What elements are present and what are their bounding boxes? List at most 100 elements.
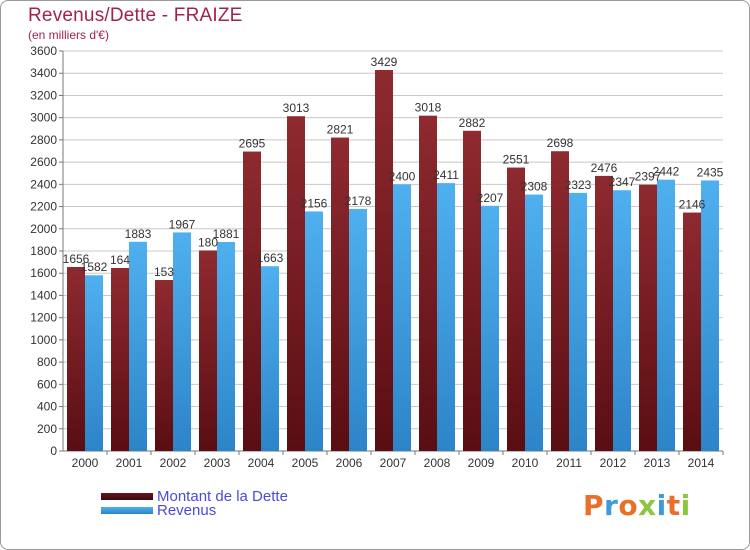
- x-tick-label: 2001: [116, 456, 143, 470]
- bar-debt: [595, 175, 613, 451]
- data-label-debt: 3018: [415, 101, 442, 115]
- x-tick-label: 2002: [160, 456, 187, 470]
- y-tick-label: 2400: [30, 177, 57, 191]
- bar-debt: [639, 184, 657, 451]
- y-tick-label: 0: [50, 444, 57, 458]
- x-tick-label: 2006: [336, 456, 363, 470]
- x-tick-label: 2004: [248, 456, 275, 470]
- data-label-revenue: 2347: [609, 175, 636, 189]
- y-tick-label: 3600: [30, 44, 57, 58]
- data-label-revenue: 2207: [477, 191, 504, 205]
- bar-revenue: [173, 232, 191, 451]
- logo-letter: t: [666, 489, 681, 522]
- legend-swatch-revenue: [101, 506, 153, 514]
- bar-debt: [419, 115, 437, 452]
- bar-debt: [375, 70, 393, 451]
- bar-debt: [463, 130, 481, 451]
- y-tick-label: 1400: [30, 288, 57, 302]
- x-tick-label: 2009: [468, 456, 495, 470]
- y-tick-label: 600: [37, 377, 57, 391]
- data-label-debt: 2821: [327, 123, 354, 137]
- logo-letter: x: [638, 489, 657, 522]
- data-label-debt: 2695: [239, 137, 266, 151]
- data-label-revenue: 2411: [433, 168, 459, 182]
- y-tick-label: 3000: [30, 111, 57, 125]
- data-label-debt: 2551: [503, 153, 530, 167]
- x-tick-label: 2013: [644, 456, 671, 470]
- data-label-revenue: 1881: [213, 227, 240, 241]
- logo-letter: r: [604, 489, 619, 522]
- logo-letter: i: [680, 489, 691, 522]
- data-label-debt: 2882: [459, 116, 486, 130]
- legend-label-revenue: Revenus: [157, 501, 217, 519]
- chart-title: Revenus/Dette - FRAIZE: [28, 5, 243, 26]
- y-tick-label: 1800: [30, 244, 57, 258]
- bar-revenue: [349, 209, 367, 451]
- data-label-debt: 2146: [679, 198, 706, 212]
- data-label-revenue: 2442: [653, 165, 680, 179]
- x-tick-label: 2000: [72, 456, 99, 470]
- logo-letter: o: [618, 489, 639, 522]
- bar-revenue: [657, 179, 675, 451]
- y-tick-label: 2000: [30, 222, 57, 236]
- bar-revenue: [613, 190, 631, 451]
- bar-revenue: [437, 183, 455, 451]
- x-tick-label: 2012: [600, 456, 627, 470]
- data-label-debt: 164: [110, 253, 130, 267]
- data-label-revenue: 2178: [345, 194, 372, 208]
- bar-debt: [507, 167, 525, 452]
- x-tick-label: 2010: [512, 456, 539, 470]
- y-tick-label: 800: [37, 355, 57, 369]
- bar-revenue: [217, 242, 235, 451]
- data-label-debt: 3429: [371, 55, 398, 69]
- x-tick-label: 2008: [424, 456, 451, 470]
- y-tick-label: 200: [37, 422, 57, 436]
- bar-debt: [111, 268, 129, 451]
- data-label-revenue: 1967: [169, 217, 196, 231]
- chart-subtitle: (en milliers d'€): [28, 28, 109, 42]
- data-label-debt: 1656: [63, 252, 90, 266]
- y-tick-label: 1200: [30, 311, 57, 325]
- y-tick-label: 3200: [30, 88, 57, 102]
- bar-debt: [683, 212, 701, 451]
- bar-revenue: [569, 192, 587, 451]
- logo-letter: i: [656, 489, 667, 522]
- data-label-revenue: 1883: [125, 227, 152, 241]
- legend-item-revenue: Revenus: [101, 501, 217, 519]
- x-tick-label: 2003: [204, 456, 231, 470]
- data-label-debt: 2698: [547, 136, 574, 150]
- data-label-revenue: 1663: [257, 251, 284, 265]
- bar-debt: [155, 280, 173, 451]
- data-label-debt: 3013: [283, 101, 310, 115]
- x-tick-label: 2011: [556, 456, 582, 470]
- data-label-debt: 153: [154, 265, 174, 279]
- data-label-revenue: 1582: [81, 260, 108, 274]
- bar-debt: [331, 137, 349, 452]
- legend-label-debt: Montant de la Dette: [157, 487, 288, 505]
- y-tick-label: 2200: [30, 200, 57, 214]
- y-tick-label: 2600: [30, 155, 57, 169]
- legend-swatch-debt: [101, 492, 153, 500]
- data-label-revenue: 2400: [389, 169, 416, 183]
- bar-revenue: [85, 275, 103, 451]
- y-tick-label: 2800: [30, 133, 57, 147]
- bar-revenue: [261, 266, 279, 451]
- bar-revenue: [481, 205, 499, 451]
- bar-debt: [67, 267, 85, 451]
- legend-item-debt: Montant de la Dette: [101, 487, 288, 505]
- data-label-revenue: 2323: [565, 178, 592, 192]
- y-tick-label: 1600: [30, 266, 57, 280]
- data-label-revenue: 2156: [301, 196, 328, 210]
- y-tick-label: 400: [37, 400, 57, 414]
- bar-revenue: [525, 194, 543, 452]
- proxiti-logo: Proxiti: [583, 489, 691, 522]
- bar-revenue: [305, 211, 323, 451]
- data-label-debt: 2476: [591, 161, 618, 175]
- data-label-debt: 2397: [635, 170, 662, 184]
- bar-revenue: [129, 241, 147, 451]
- y-tick-label: 1000: [30, 333, 57, 347]
- bar-revenue: [393, 184, 411, 452]
- data-label-revenue: 2308: [521, 180, 548, 194]
